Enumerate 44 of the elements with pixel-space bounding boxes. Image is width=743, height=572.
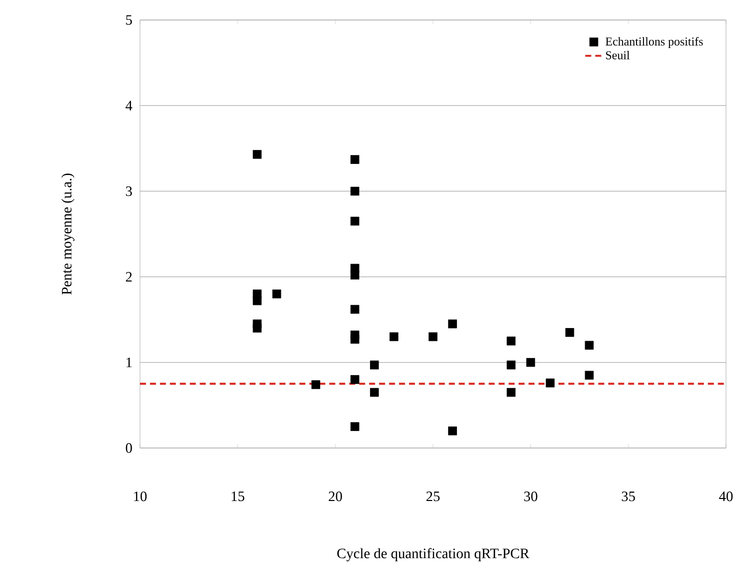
point xyxy=(526,358,536,367)
x-tick-label: 25 xyxy=(426,492,440,502)
x-tick-label: 20 xyxy=(328,492,342,502)
point xyxy=(350,155,360,164)
point xyxy=(272,290,282,298)
y-tick-label: 1 xyxy=(126,358,132,368)
point xyxy=(350,375,360,384)
point xyxy=(546,378,555,388)
y-tick-label: 3 xyxy=(126,186,132,196)
legend-label: Seuil xyxy=(606,50,630,60)
point xyxy=(370,360,379,370)
point xyxy=(448,319,457,328)
y-tick-label: 4 xyxy=(126,100,132,110)
point xyxy=(506,360,516,370)
point xyxy=(311,380,320,390)
point xyxy=(506,336,516,346)
x-tick-label: 35 xyxy=(622,492,635,502)
legend-label: Echantillons positifs xyxy=(606,37,703,48)
point xyxy=(350,304,360,314)
x-axis-title: Cycle de quantification qRT-PCR xyxy=(337,548,530,562)
y-tick-label: 0 xyxy=(126,443,132,453)
point xyxy=(506,388,516,397)
y-tick-label: 5 xyxy=(126,15,132,25)
y-axis-title: Pente moyenne (u.a.) xyxy=(61,174,74,295)
y-tick-label: 2 xyxy=(126,272,132,282)
x-tick-label: 40 xyxy=(719,492,733,502)
point xyxy=(565,328,574,337)
point xyxy=(252,296,262,306)
point xyxy=(350,270,360,280)
point xyxy=(350,422,360,431)
point xyxy=(350,216,360,226)
point xyxy=(448,426,457,436)
x-tick-label: 10 xyxy=(134,492,147,502)
point xyxy=(370,388,379,397)
x-tick-label: 15 xyxy=(232,492,244,502)
point xyxy=(584,370,594,380)
point xyxy=(350,186,360,196)
point xyxy=(428,332,438,342)
point xyxy=(252,324,262,333)
x-tick-label: 30 xyxy=(524,492,538,502)
point xyxy=(350,334,360,344)
point xyxy=(584,340,594,350)
point xyxy=(252,150,262,159)
point xyxy=(390,332,398,342)
